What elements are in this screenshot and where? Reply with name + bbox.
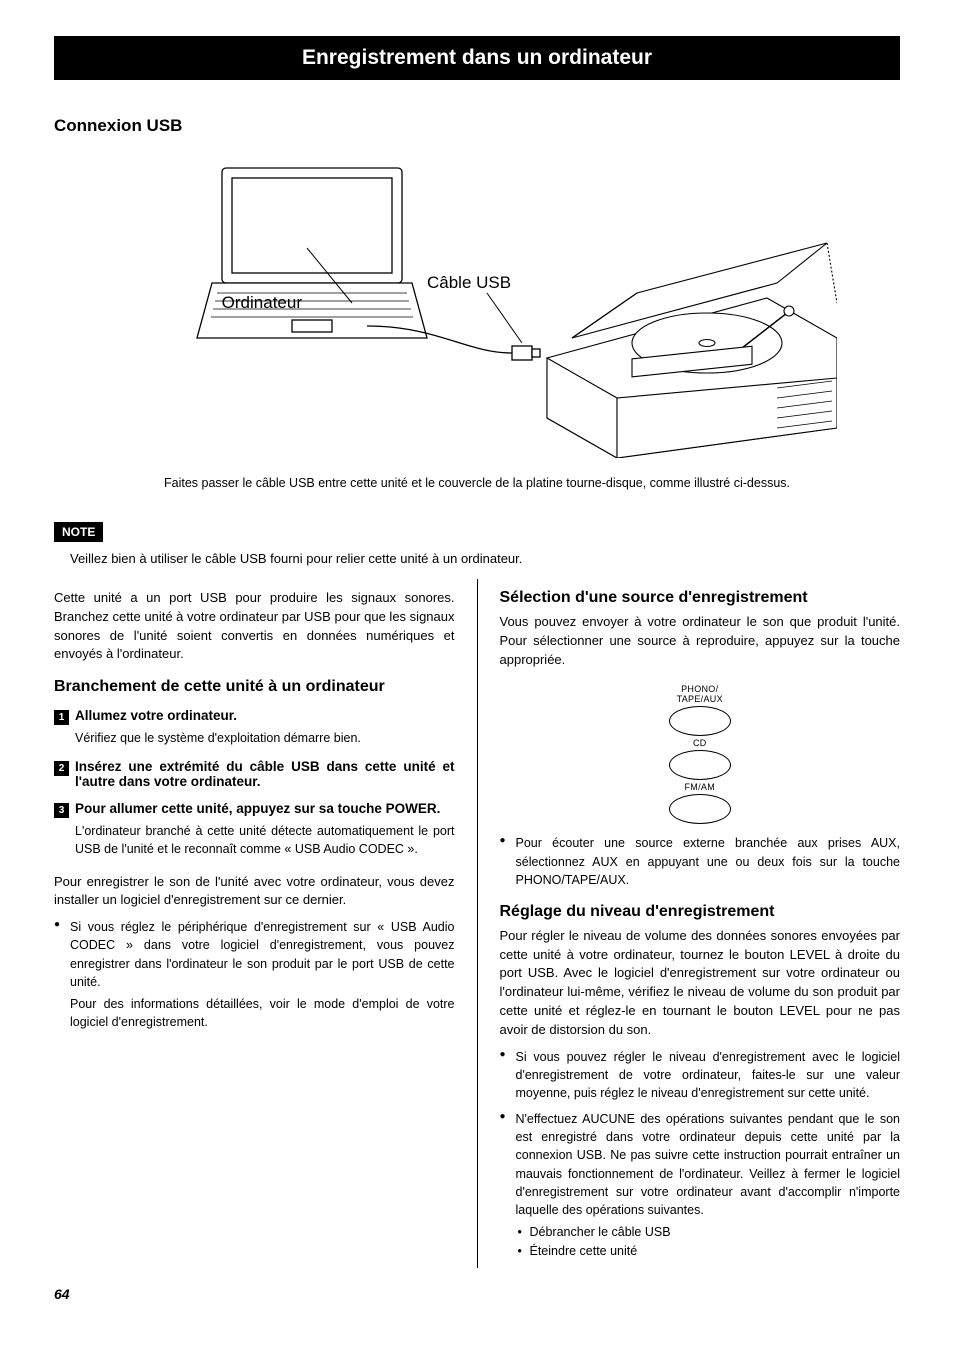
column-separator	[477, 579, 478, 1269]
button-label-phono: PHONO/ TAPE/AUX	[677, 684, 723, 704]
left-bullet-1: Si vous réglez le périphérique d'enregis…	[54, 918, 455, 1031]
step-2-title: Insérez une extrémité du câble USB dans …	[75, 759, 455, 789]
diagram-svg: Ordinateur Câble USB	[117, 148, 837, 458]
step-1: 1 Allumez votre ordinateur.	[54, 708, 455, 725]
page-number: 64	[54, 1286, 900, 1302]
selection-bullet: Pour écouter une source externe branchée…	[500, 834, 901, 888]
step-3: 3 Pour allumer cette unité, appuyez sur …	[54, 801, 455, 818]
step-3-title: Pour allumer cette unité, appuyez sur sa…	[75, 801, 455, 816]
left-bullet-1b: Pour des informations détaillées, voir l…	[70, 995, 455, 1031]
right-column: Sélection d'une source d'enregistrement …	[500, 579, 901, 1269]
button-oval-icon	[669, 706, 731, 736]
left-column: Cette unité a un port USB pour produire …	[54, 579, 455, 1269]
reglage-sub-2: Éteindre cette unité	[516, 1242, 901, 1261]
reglage-sub-1: Débrancher le câble USB	[516, 1223, 901, 1242]
step-3-sub: L'ordinateur branché à cette unité détec…	[75, 822, 455, 858]
reglage-bullet-1: Si vous pouvez régler le niveau d'enregi…	[500, 1048, 901, 1102]
button-oval-icon	[669, 794, 731, 824]
button-label-cd: CD	[693, 738, 707, 748]
install-paragraph: Pour enregistrer le son de l'unité avec …	[54, 873, 455, 911]
reglage-bullet-2-text: N'effectuez AUCUNE des opérations suivan…	[516, 1112, 901, 1217]
figure-caption: Faites passer le câble USB entre cette u…	[54, 476, 900, 490]
note-text: Veillez bien à utiliser le câble USB fou…	[70, 550, 900, 569]
source-buttons-diagram: PHONO/ TAPE/AUX CD FM/AM	[500, 679, 901, 824]
step-number-icon: 3	[54, 803, 69, 818]
heading-branchement: Branchement de cette unité à un ordinate…	[54, 678, 455, 696]
step-number-icon: 2	[54, 761, 69, 776]
page-title-banner: Enregistrement dans un ordinateur	[54, 36, 900, 80]
step-1-title: Allumez votre ordinateur.	[75, 708, 455, 723]
button-oval-icon	[669, 750, 731, 780]
heading-selection-source: Sélection d'une source d'enregistrement	[500, 589, 901, 607]
heading-connexion-usb: Connexion USB	[54, 116, 900, 136]
connection-diagram: Ordinateur Câble USB Faites passer le câ…	[54, 148, 900, 490]
label-ordinateur: Ordinateur	[222, 293, 303, 312]
selection-paragraph: Vous pouvez envoyer à votre ordinateur l…	[500, 613, 901, 670]
note-badge: NOTE	[54, 522, 103, 542]
step-2: 2 Insérez une extrémité du câble USB dan…	[54, 759, 455, 789]
reglage-bullet-2: N'effectuez AUCUNE des opérations suivan…	[500, 1110, 901, 1260]
reglage-paragraph: Pour régler le niveau de volume des donn…	[500, 927, 901, 1040]
step-number-icon: 1	[54, 710, 69, 725]
button-label-fmam: FM/AM	[685, 782, 716, 792]
left-bullet-1a: Si vous réglez le périphérique d'enregis…	[70, 920, 455, 988]
page: Enregistrement dans un ordinateur Connex…	[0, 0, 954, 1332]
step-1-sub: Vérifiez que le système d'exploitation d…	[75, 729, 455, 747]
intro-paragraph: Cette unité a un port USB pour produire …	[54, 589, 455, 664]
heading-reglage-niveau: Réglage du niveau d'enregistrement	[500, 903, 901, 921]
label-cable-usb: Câble USB	[427, 273, 511, 292]
